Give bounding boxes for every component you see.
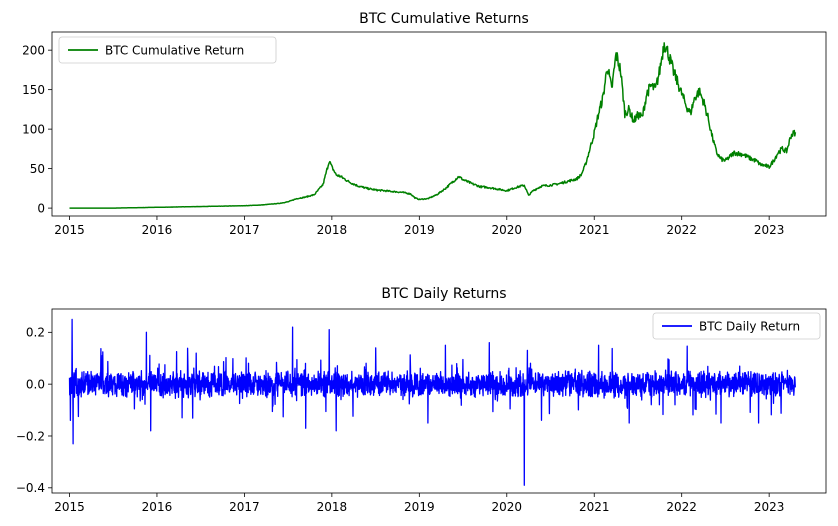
x-tick-label: 2022 — [666, 223, 697, 237]
legend: BTC Cumulative Return — [58, 36, 277, 64]
axes-frame — [51, 308, 827, 494]
y-tick-label: 0 — [37, 201, 45, 215]
chart-title: BTC Cumulative Returns — [359, 11, 529, 27]
x-tick-label: 2015 — [54, 223, 85, 237]
x-tick-label: 2021 — [579, 223, 610, 237]
legend-label: BTC Cumulative Return — [105, 44, 244, 58]
x-tick-label: 2021 — [579, 500, 610, 514]
x-tick-label: 2015 — [54, 500, 85, 514]
axes-frame — [51, 31, 827, 217]
x-tick-label: 2018 — [317, 223, 348, 237]
x-tick-label: 2016 — [142, 223, 173, 237]
cumulative-returns-chart: BTC Cumulative Returns 2015 2016 2017 2018 2… — [22, 11, 827, 237]
y-tick-label: 0.2 — [26, 326, 45, 340]
legend-box — [652, 312, 821, 340]
y-tick-label: 50 — [30, 162, 45, 176]
x-tick-label: 2019 — [404, 223, 435, 237]
y-tick-label: 100 — [22, 122, 45, 136]
x-tick-label: 2016 — [142, 500, 173, 514]
legend-box — [58, 36, 277, 64]
legend: BTC Daily Return — [652, 312, 821, 340]
plot-area: 2015 2016 2017 2018 2019 2020 2021 2022 2023 0 50 1… — [22, 42, 797, 237]
y-tick-label: 0.0 — [26, 377, 45, 391]
x-tick-label: 2023 — [754, 223, 785, 237]
x-tick-label: 2018 — [317, 500, 348, 514]
x-tick-label: 2022 — [666, 500, 697, 514]
legend-label: BTC Daily Return — [699, 320, 800, 334]
x-tick-label: 2020 — [492, 500, 523, 514]
x-tick-label: 2017 — [229, 223, 260, 237]
chart-title: BTC Daily Returns — [381, 286, 506, 302]
series-line — [68, 318, 796, 486]
y-tick-label: 150 — [22, 83, 45, 97]
plot-area: 2015 2016 2017 2018 2019 2020 2021 2022 2023 0.2 0… — [16, 318, 796, 514]
y-tick-label: −0.4 — [16, 481, 45, 495]
y-tick-label: 200 — [22, 43, 45, 57]
x-tick-label: 2017 — [229, 500, 260, 514]
x-tick-label: 2019 — [404, 500, 435, 514]
series-line — [69, 42, 797, 209]
y-tick-label: −0.2 — [16, 429, 45, 443]
daily-returns-chart: BTC Daily Returns 2015 2016 2017 2018 2019 20… — [16, 286, 827, 514]
x-tick-label: 2020 — [492, 223, 523, 237]
x-tick-label: 2023 — [754, 500, 785, 514]
